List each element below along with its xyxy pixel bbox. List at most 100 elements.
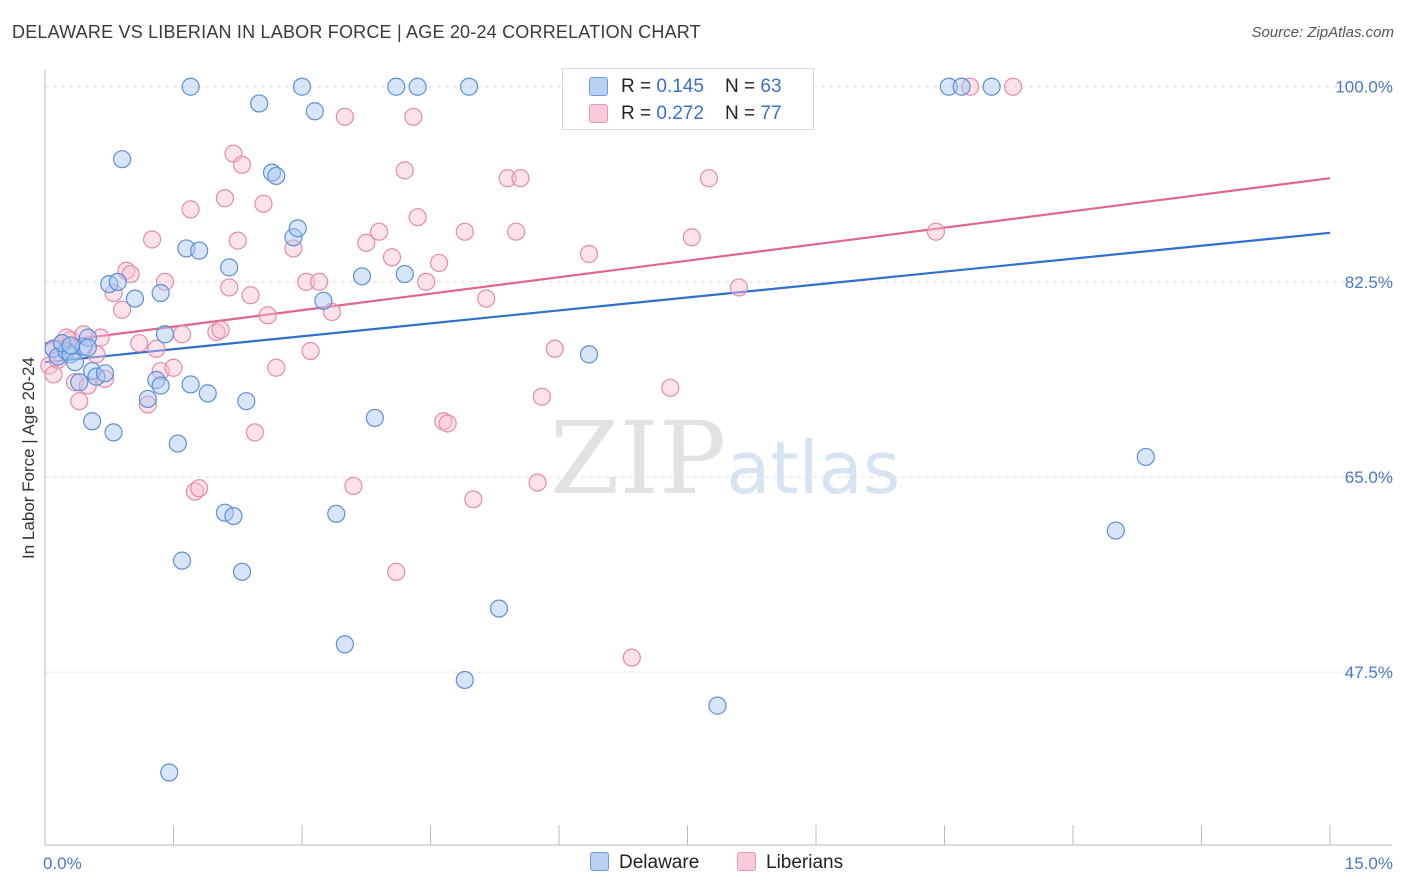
point-liberians [164, 358, 183, 377]
point-delaware [83, 412, 102, 431]
point-liberians [579, 244, 599, 264]
watermark-atlas: atlas [726, 426, 901, 510]
point-liberians [310, 272, 329, 291]
point-liberians [335, 107, 354, 126]
point-liberians [104, 283, 123, 303]
point-liberians [344, 476, 363, 496]
legend-label-liberians: Liberians [766, 852, 844, 873]
point-liberians [190, 479, 209, 498]
point-liberians [130, 334, 149, 353]
point-liberians [155, 272, 175, 291]
point-liberians [622, 648, 641, 667]
data-points [40, 77, 1155, 782]
y-axis-label: In Labor Force | Age 20-24 [19, 357, 38, 559]
point-delaware [104, 423, 123, 442]
legend-r-value: 0.145 [656, 76, 704, 97]
point-liberians [382, 248, 402, 267]
point-delaware [181, 77, 200, 96]
point-delaware [952, 77, 971, 96]
point-delaware [250, 94, 269, 113]
point-delaware [335, 635, 354, 654]
point-liberians [258, 306, 277, 325]
point-liberians [70, 392, 89, 411]
point-delaware [160, 763, 179, 782]
point-liberians [477, 289, 496, 308]
source-label: Source: ZipAtlas.com [1251, 24, 1394, 41]
legend-label-delaware: Delaware [619, 852, 700, 873]
point-delaware [108, 272, 127, 291]
point-liberians [387, 562, 406, 581]
point-liberians [545, 339, 564, 358]
point-liberians [357, 233, 376, 252]
point-liberians [404, 107, 423, 126]
chart-title: DELAWARE VS LIBERIAN IN LABOR FORCE | AG… [12, 22, 701, 42]
x-tick-label: 15.0% [1345, 854, 1393, 873]
point-liberians [682, 228, 701, 247]
point-delaware [125, 289, 145, 308]
y-tick-label: 100.0% [1335, 78, 1393, 97]
x-tick-labels: 0.0% 15.0% [43, 854, 1393, 873]
legend-item-delaware: Delaware [590, 852, 699, 874]
point-liberians [215, 189, 234, 208]
point-liberians [1003, 77, 1023, 96]
point-delaware [408, 77, 427, 96]
point-liberians [142, 230, 162, 249]
point-liberians [267, 358, 286, 377]
point-delaware [288, 219, 307, 238]
point-liberians [138, 395, 157, 414]
point-delaware [78, 338, 97, 357]
legend-swatch-delaware [589, 77, 608, 96]
legend-n-value: 77 [760, 103, 782, 124]
point-liberians [211, 320, 230, 339]
point-delaware [172, 551, 192, 570]
point-liberians [245, 423, 264, 442]
y-tick-label: 65.0% [1345, 468, 1393, 487]
legend-stats: R = 0.145 N = 63 R = 0.272 N = 77 [562, 68, 814, 130]
grid [45, 86, 1392, 673]
point-liberians [370, 222, 389, 241]
point-liberians [507, 222, 526, 241]
point-liberians [91, 328, 110, 347]
point-liberians [926, 222, 946, 241]
point-liberians [438, 414, 457, 433]
x-tick-label: 0.0% [43, 854, 82, 873]
legend-n-label: N = [725, 76, 761, 97]
point-liberians [528, 473, 547, 492]
point-liberians [112, 300, 132, 319]
point-delaware [151, 283, 170, 303]
point-delaware [982, 77, 1001, 96]
legend-swatch-liberians [737, 852, 756, 871]
point-delaware [95, 364, 115, 383]
point-delaware [395, 264, 414, 284]
point-delaware [220, 258, 239, 277]
point-liberians [729, 278, 749, 297]
point-delaware [292, 77, 312, 96]
point-delaware [327, 504, 346, 523]
point-delaware [151, 376, 170, 395]
point-delaware [455, 670, 474, 690]
point-liberians [417, 272, 436, 291]
point-liberians [661, 378, 680, 397]
watermark-zip: ZIP [550, 400, 727, 517]
point-delaware [305, 102, 324, 121]
point-delaware [387, 77, 406, 96]
legend-r-label: R = [621, 103, 657, 124]
point-delaware [708, 696, 727, 715]
point-liberians [220, 278, 239, 297]
point-delaware [1106, 521, 1125, 540]
trend-line-delaware [44, 231, 1331, 364]
point-delaware [78, 328, 97, 347]
point-liberians [147, 339, 166, 358]
point-liberians [532, 387, 551, 406]
point-liberians [395, 161, 414, 180]
point-liberians [464, 490, 483, 509]
point-liberians [254, 194, 273, 213]
legend-r-label: R = [621, 76, 657, 97]
point-delaware [459, 77, 479, 96]
point-liberians [232, 155, 252, 174]
point-delaware [155, 325, 175, 344]
point-liberians [297, 272, 316, 291]
point-delaware [314, 291, 333, 310]
watermark: ZIPatlas [550, 400, 900, 517]
